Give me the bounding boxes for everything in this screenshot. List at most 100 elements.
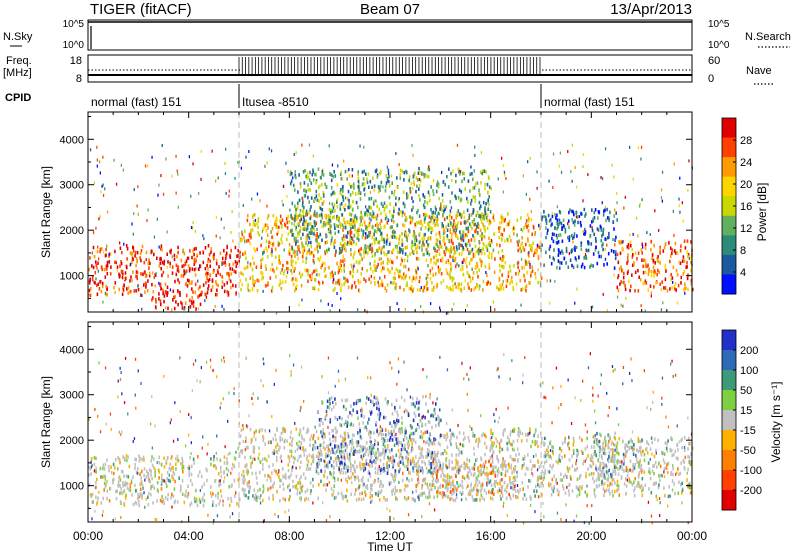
heatmap-cell	[230, 285, 232, 290]
heatmap-cell	[555, 233, 558, 238]
heatmap-cell	[307, 183, 309, 187]
heatmap-cell	[460, 450, 463, 455]
heatmap-cell	[517, 243, 520, 247]
heatmap-cell	[479, 234, 481, 238]
heatmap-cell	[259, 470, 261, 475]
heatmap-cell	[90, 457, 93, 461]
heatmap-cell	[337, 265, 340, 269]
heatmap-cell	[373, 259, 376, 264]
heatmap-cell	[470, 427, 473, 431]
heatmap-cell	[423, 236, 425, 241]
heatmap-cell	[462, 491, 464, 495]
heatmap-cell	[411, 442, 413, 446]
heatmap-cell	[486, 182, 489, 187]
heatmap-cell	[558, 266, 561, 270]
heatmap-cell	[584, 255, 586, 259]
heatmap-cell	[127, 475, 130, 479]
heatmap-cell	[397, 211, 399, 215]
heatmap-cell	[257, 219, 260, 224]
heatmap-cell	[295, 208, 297, 212]
heatmap-cell	[104, 462, 107, 467]
heatmap-cell	[341, 213, 344, 217]
heatmap-cell	[359, 290, 361, 294]
heatmap-cell	[460, 289, 462, 293]
heatmap-cell	[561, 225, 563, 230]
heatmap-cell	[229, 267, 231, 271]
heatmap-cell	[351, 174, 353, 178]
heatmap-cell	[517, 241, 519, 246]
heatmap-cell	[482, 288, 484, 292]
heatmap-cell	[316, 211, 318, 215]
heatmap-cell	[422, 193, 424, 197]
heatmap-cell	[323, 199, 325, 204]
heatmap-cell	[360, 257, 363, 261]
heatmap-cell	[296, 491, 299, 496]
heatmap-cell	[193, 247, 196, 251]
heatmap-cell	[682, 219, 684, 223]
heatmap-cell	[298, 432, 301, 437]
heatmap-cell	[390, 174, 393, 178]
heatmap-cell	[151, 298, 153, 302]
heatmap-cell	[488, 185, 491, 189]
heatmap-cell	[315, 181, 317, 185]
heatmap-cell	[244, 266, 247, 271]
heatmap-cell	[686, 239, 689, 243]
heatmap-cell	[262, 252, 264, 256]
heatmap-cell	[497, 467, 500, 471]
heatmap-cell	[583, 231, 585, 236]
heatmap-cell	[430, 215, 433, 220]
heatmap-cell	[162, 270, 165, 275]
heatmap-cell	[296, 447, 299, 452]
heatmap-cell	[391, 230, 394, 234]
heatmap-cell	[567, 150, 569, 153]
heatmap-cell	[329, 219, 332, 223]
heatmap-cell	[500, 286, 503, 291]
heatmap-cell	[343, 495, 345, 499]
heatmap-cell	[242, 488, 245, 492]
heatmap-cell	[296, 278, 298, 282]
heatmap-cell	[305, 496, 307, 501]
heatmap-cell	[305, 241, 307, 245]
heatmap-cell	[454, 225, 457, 230]
heatmap-cell	[442, 495, 444, 499]
heatmap-cell	[357, 232, 360, 237]
heatmap-cell	[466, 208, 469, 212]
heatmap-cell	[445, 249, 447, 253]
heatmap-cell	[277, 240, 280, 245]
heatmap-cell	[288, 250, 290, 254]
heatmap-cell	[469, 243, 471, 247]
heatmap-cell	[324, 482, 326, 487]
heatmap-cell	[502, 432, 504, 436]
heatmap-cell	[245, 256, 247, 260]
heatmap-cell	[671, 286, 673, 290]
heatmap-cell	[113, 285, 115, 290]
heatmap-cell	[434, 486, 436, 490]
heatmap-cell	[318, 242, 321, 246]
heatmap-cell	[506, 237, 509, 242]
heatmap-cell	[404, 264, 407, 269]
heatmap-cell	[189, 305, 192, 309]
heatmap-cell	[357, 170, 359, 174]
heatmap-cell	[599, 224, 602, 229]
heatmap-cell	[213, 252, 215, 257]
heatmap-cell	[616, 201, 618, 205]
heatmap-cell	[456, 262, 458, 266]
heatmap-cell	[641, 251, 643, 255]
heatmap-cell	[385, 181, 388, 185]
heatmap-cell	[331, 163, 334, 167]
heatmap-cell	[574, 248, 576, 252]
heatmap-cell	[406, 237, 408, 241]
heatmap-cell	[262, 436, 265, 441]
heatmap-cell	[642, 270, 645, 275]
heatmap-cell	[501, 283, 504, 287]
heatmap-cell	[479, 193, 481, 197]
heatmap-cell	[294, 170, 296, 174]
heatmap-cell	[357, 440, 360, 444]
heatmap-cell	[356, 236, 358, 241]
heatmap-cell	[126, 486, 129, 490]
heatmap-cell	[399, 285, 401, 290]
heatmap-cell	[513, 469, 516, 474]
heatmap-cell	[567, 222, 569, 226]
heatmap-cell	[418, 187, 420, 191]
heatmap-cell	[480, 472, 483, 477]
